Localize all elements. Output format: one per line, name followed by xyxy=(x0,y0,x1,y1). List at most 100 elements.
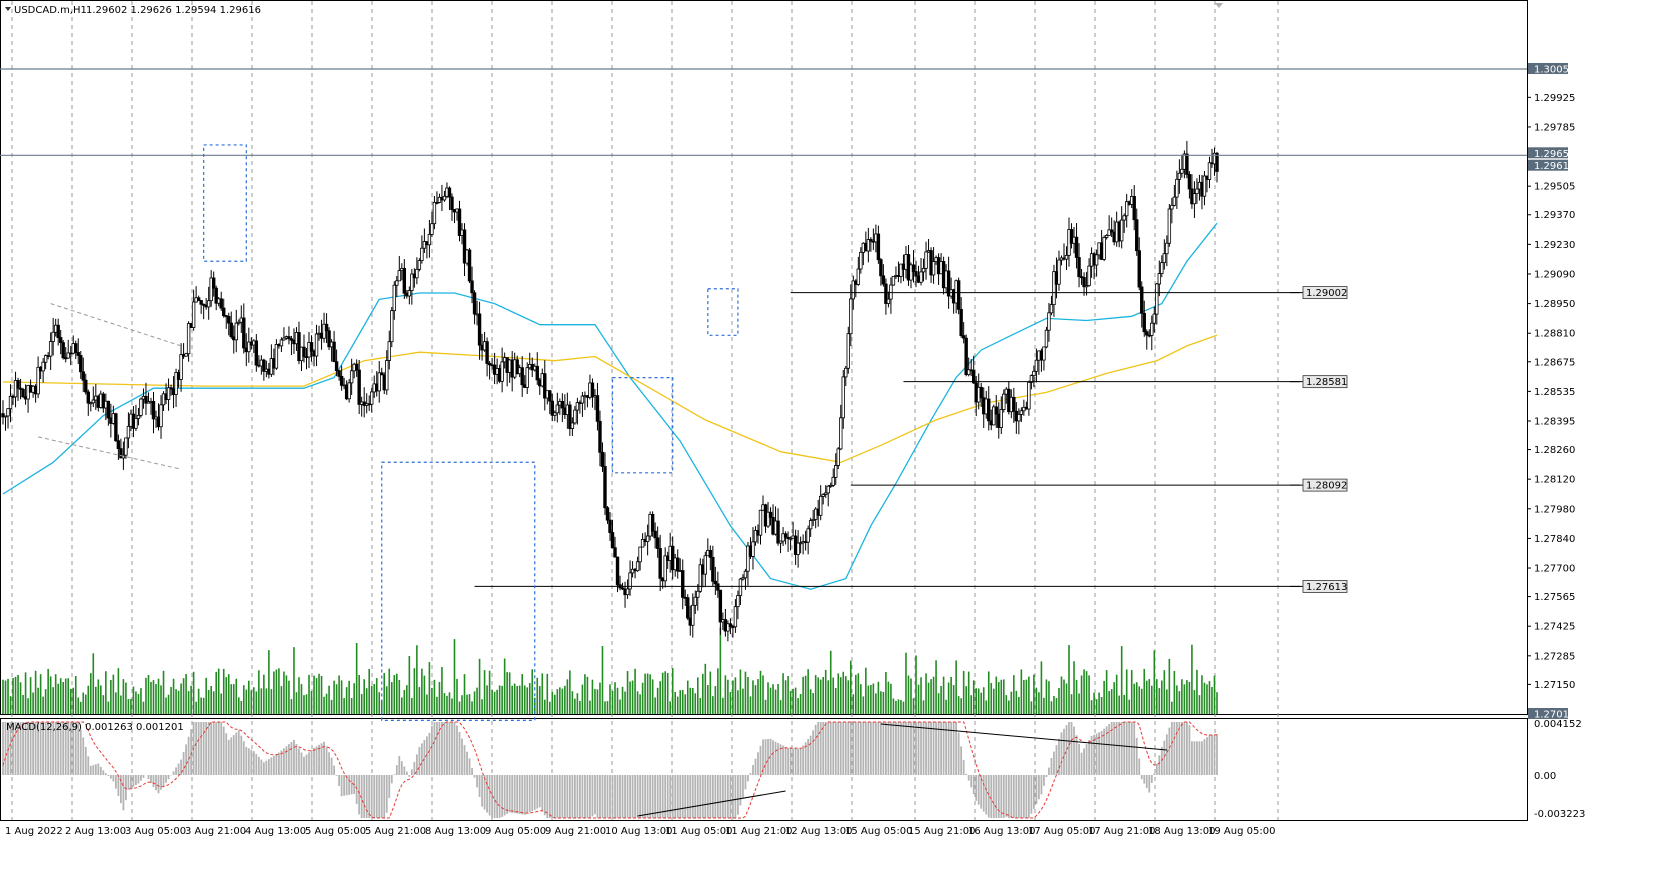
candle-body xyxy=(979,386,983,399)
candle-body xyxy=(713,580,718,585)
candle-body xyxy=(1207,162,1212,180)
candle-body xyxy=(515,359,519,375)
x-tick-label: 5 Aug 05:00 xyxy=(305,826,366,837)
price-badge-label: 1.27011 xyxy=(1534,710,1575,721)
macd-axis-zero: 0.00 xyxy=(1534,771,1556,782)
candle-body xyxy=(924,251,928,269)
candle-body xyxy=(450,196,454,211)
candle-body xyxy=(1162,253,1167,264)
candle-body xyxy=(1084,285,1089,288)
candle-body xyxy=(222,307,226,317)
candle-body xyxy=(738,578,743,596)
candle-body xyxy=(841,376,845,419)
y-tick-label: 1.28120 xyxy=(1534,475,1575,486)
candle-body xyxy=(81,371,85,381)
candle-body xyxy=(808,520,813,530)
moving-averages xyxy=(2,222,1218,590)
candle-body xyxy=(89,402,93,405)
candle-body xyxy=(869,239,873,242)
ohlc-values: 1.29602 1.29626 1.29594 1.29616 xyxy=(86,5,261,16)
candle-body xyxy=(846,333,850,369)
candle-body xyxy=(919,271,923,283)
x-tick-label: 5 Aug 21:00 xyxy=(365,826,426,837)
candle-body xyxy=(839,417,843,450)
volume-bars xyxy=(2,627,1218,714)
candle-body xyxy=(1185,153,1189,175)
x-tick-label: 9 Aug 05:00 xyxy=(485,826,546,837)
candle-body xyxy=(48,341,53,357)
candle-body xyxy=(1135,219,1139,252)
candle-body xyxy=(1,413,5,418)
candle-body xyxy=(640,538,645,548)
candle-body xyxy=(1140,286,1144,314)
candle-body xyxy=(337,370,341,377)
candle-body xyxy=(144,395,148,404)
candle-body xyxy=(1102,237,1106,260)
candle-body xyxy=(1074,236,1079,258)
x-tick-label: 12 Aug 13:00 xyxy=(785,826,852,837)
candle-body xyxy=(741,577,745,580)
candle-body xyxy=(354,363,359,371)
candle-body xyxy=(332,341,336,363)
menu-triangle-icon[interactable] xyxy=(5,7,11,11)
candle-body xyxy=(1094,254,1099,266)
candle-body xyxy=(1152,313,1156,324)
candle-body xyxy=(1027,381,1031,410)
candle-body xyxy=(114,413,118,442)
candle-body xyxy=(971,370,976,384)
x-tick-label: 15 Aug 21:00 xyxy=(908,826,975,837)
candle-body xyxy=(472,292,477,315)
candle-body xyxy=(470,280,474,294)
candle-body xyxy=(663,555,667,582)
candle-body xyxy=(711,556,715,582)
candle-body xyxy=(605,507,610,521)
candle-body xyxy=(959,308,963,336)
chart-header: USDCAD.m,H1 1.29602 1.29626 1.29594 1.29… xyxy=(5,3,1223,16)
candle-body xyxy=(824,492,828,495)
candle-body xyxy=(74,343,78,353)
candle-body xyxy=(766,511,770,527)
candle-body xyxy=(209,277,213,302)
candle-body xyxy=(410,273,414,291)
candle-body xyxy=(806,528,810,543)
candle-body xyxy=(219,298,223,309)
candle-body xyxy=(377,372,381,392)
candle-body xyxy=(41,361,45,372)
candle-body xyxy=(166,387,171,400)
candle-body xyxy=(573,409,577,424)
symbol-label: USDCAD.m,H1 xyxy=(14,5,87,16)
x-tick-label: 9 Aug 21:00 xyxy=(545,826,606,837)
candle-body xyxy=(1137,250,1141,288)
price-badge xyxy=(1528,159,1568,171)
candle-body xyxy=(179,354,183,380)
candle-body xyxy=(535,365,539,381)
candle-body xyxy=(61,342,65,359)
candle-body xyxy=(1177,172,1182,180)
candle-body xyxy=(650,513,655,532)
x-tick-label: 11 Aug 21:00 xyxy=(725,826,792,837)
candle-body xyxy=(1104,235,1109,238)
x-tick-label: 8 Aug 13:00 xyxy=(425,826,486,837)
candle-body xyxy=(553,412,557,416)
candle-body xyxy=(136,414,141,419)
candle-body xyxy=(921,267,926,273)
candle-body xyxy=(1167,208,1172,244)
x-tick-label: 3 Aug 05:00 xyxy=(125,826,186,837)
candle-body xyxy=(279,339,284,347)
candle-body xyxy=(555,404,560,414)
candle-body xyxy=(402,268,407,294)
candle-body xyxy=(716,583,720,591)
candle-body xyxy=(590,382,595,398)
x-tick-label: 19 Aug 05:00 xyxy=(1208,826,1275,837)
candle-body xyxy=(1142,312,1146,333)
candle-body xyxy=(309,342,314,352)
level-badge xyxy=(1302,375,1348,389)
candle-body xyxy=(834,465,838,478)
candle-body xyxy=(86,391,90,404)
candle-body xyxy=(370,391,374,405)
candle-body xyxy=(1019,410,1024,415)
x-tick-label: 15 Aug 05:00 xyxy=(845,826,912,837)
candle-body xyxy=(206,300,211,308)
candle-body xyxy=(736,595,740,608)
